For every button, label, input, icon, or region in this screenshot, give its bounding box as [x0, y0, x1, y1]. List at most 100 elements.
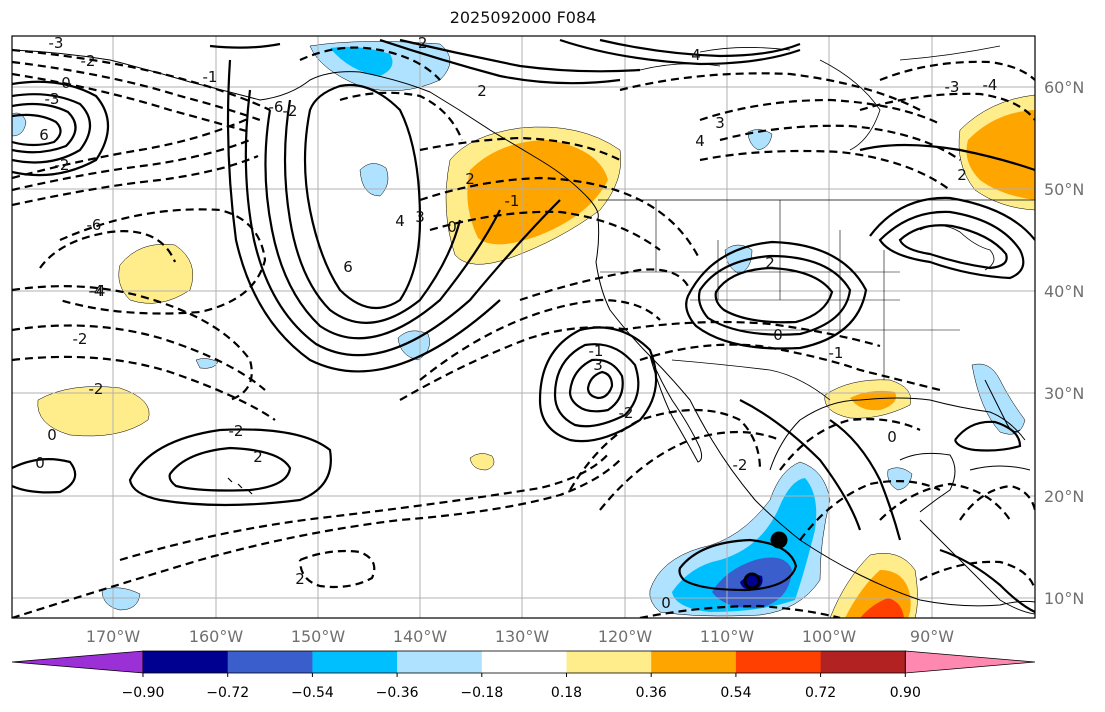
- fill-gulf-alaska-orange: [467, 140, 608, 245]
- contour-label: -1: [505, 192, 520, 210]
- colorbar-segment: [735, 651, 822, 673]
- colorbar-extend-low: [11, 650, 144, 674]
- contour-label: 0: [61, 74, 71, 92]
- contour-label: 2: [465, 170, 475, 188]
- colorbar-tick-label: 0.36: [636, 685, 667, 701]
- fill-small-blue-8: [747, 129, 773, 151]
- contour-label: 2: [295, 570, 305, 588]
- colorbar-tick-label: 0.72: [805, 685, 836, 701]
- longitude-label: 160°W: [189, 627, 244, 646]
- contour-label: 0: [35, 454, 45, 472]
- contour-label: 4: [395, 212, 405, 230]
- contour-label: 2: [957, 166, 967, 184]
- longitude-label: 130°W: [495, 627, 550, 646]
- longitude-label: 120°W: [598, 627, 653, 646]
- positive-contours: [12, 38, 1035, 613]
- contour-label: -2: [73, 330, 88, 348]
- colorbar-tick-label: 0.90: [890, 685, 921, 701]
- florida: [984, 379, 1021, 433]
- contour-label: 0: [447, 218, 457, 236]
- fill-small-yellow-blob: [469, 453, 495, 471]
- contour-label: -2: [81, 52, 96, 70]
- contour-label: -6: [269, 98, 284, 116]
- contour-label: -4: [89, 282, 104, 300]
- fill-sw-mexico-red: [860, 598, 904, 618]
- contour-label: -2: [619, 404, 634, 422]
- contour-label: -2: [413, 34, 428, 52]
- fill-small-blue-5: [101, 587, 141, 611]
- shaded-anomaly-regions: [12, 41, 1035, 618]
- longitude-label: 90°W: [910, 627, 954, 646]
- latitude-labels: 60°N 50°N 40°N 30°N 20°N 10°N: [1044, 78, 1084, 608]
- contour-label: 0: [47, 426, 57, 444]
- colorbar-segment: [651, 651, 737, 673]
- contour-label: -2: [733, 456, 748, 474]
- cuba: [969, 465, 1031, 471]
- colorbar-tick-label: 0.18: [551, 685, 582, 701]
- contour-label: 4: [691, 46, 701, 64]
- colorbar-segment: [397, 651, 483, 673]
- colorbar-tick-label: −0.90: [122, 685, 165, 701]
- contour-label: 6: [39, 126, 49, 144]
- contour-label: -1: [589, 342, 604, 360]
- latitude-label: 60°N: [1044, 78, 1084, 97]
- contour-label: -2: [283, 102, 298, 120]
- fill-small-blue-7: [12, 112, 27, 137]
- contour-label: -4: [983, 76, 998, 94]
- storm-center-ring: [743, 572, 761, 590]
- colorbar-outline: [142, 650, 906, 674]
- contour-label: -4: [91, 282, 106, 300]
- latitude-label: 10°N: [1044, 589, 1084, 608]
- yucatan: [899, 452, 956, 513]
- colorbar-tick-label: −0.54: [291, 685, 334, 701]
- contour-label: 3: [593, 356, 603, 374]
- longitude-label: 140°W: [393, 627, 448, 646]
- fill-small-blue-2: [397, 330, 430, 361]
- contour-label: 0: [661, 594, 671, 612]
- fill-north-pacific-deepblue: [330, 46, 393, 76]
- colorbar: [11, 650, 1036, 674]
- colorbar-segment: [566, 651, 652, 673]
- colorbar-segment: [481, 651, 567, 673]
- canada-islands: [639, 45, 1001, 71]
- colorbar-extend-high: [904, 650, 1036, 674]
- longitude-label: 100°W: [802, 627, 857, 646]
- contour-label: 3: [415, 208, 425, 226]
- contour-label: -1: [829, 344, 844, 362]
- gulf-coast: [769, 397, 1026, 471]
- us-states-1: [600, 200, 960, 380]
- contour-label: -2: [89, 380, 104, 398]
- us-mexico-border: [671, 359, 831, 401]
- contour-label: 6: [343, 258, 353, 276]
- colorbar-segment: [227, 651, 313, 673]
- colorbar-tick-label: 0.54: [720, 685, 751, 701]
- contour-label: 2: [765, 254, 775, 272]
- map-border: [11, 35, 1036, 619]
- colorbar-segment: [143, 651, 229, 673]
- contour-label: -3: [45, 90, 60, 108]
- baja-california: [649, 355, 703, 463]
- longitude-labels: 170°W 160°W 150°W 140°W 130°W 120°W 110°W 100°W…: [86, 627, 954, 646]
- contour-label: 4: [695, 132, 705, 150]
- fill-east-canada-orange: [966, 110, 1035, 200]
- contour-label: 0: [887, 428, 897, 446]
- contour-label: -2: [55, 156, 70, 174]
- longitude-label: 170°W: [86, 627, 141, 646]
- west-coast-na: [595, 217, 1035, 607]
- storm-markers: [743, 531, 788, 590]
- colorbar-tick-label: −0.36: [376, 685, 419, 701]
- negative-contours: [12, 46, 1035, 618]
- latitude-label: 30°N: [1044, 384, 1084, 403]
- contour-label: -2: [229, 422, 244, 440]
- map-title: 2025092000 F084: [449, 8, 597, 27]
- contour-label: -6: [87, 216, 102, 234]
- graticule-grid: [12, 36, 1035, 618]
- contour-label: -3: [49, 34, 64, 52]
- contour-label: 2: [253, 448, 263, 466]
- colorbar-tick-labels: −0.90 −0.72 −0.54 −0.36 −0.18 0.18 0.36 0.54 0.7…: [122, 673, 921, 701]
- colorbar-tick-label: −0.72: [206, 685, 249, 701]
- colorbar-tick-label: −0.18: [460, 685, 503, 701]
- contour-label: 0: [773, 326, 783, 344]
- longitude-label: 150°W: [291, 627, 346, 646]
